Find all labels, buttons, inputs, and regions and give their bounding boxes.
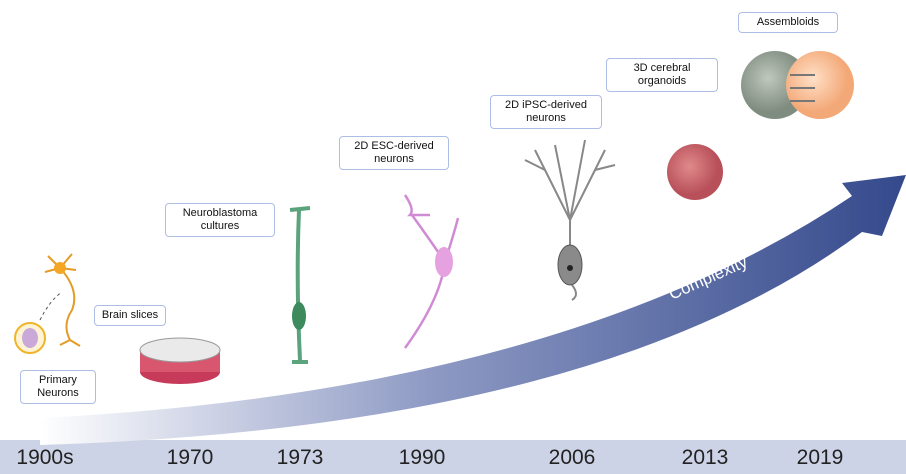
- neuroblastoma-cell: [290, 208, 310, 362]
- event-label: Neuroblastoma cultures: [165, 203, 275, 237]
- year-label: 1970: [167, 446, 214, 470]
- event-label: 2D ESC-derived neurons: [339, 136, 449, 170]
- year-label: 1973: [277, 446, 324, 470]
- event-label: 2D iPSC-derived neurons: [490, 95, 602, 129]
- event-label: 3D cerebral organoids: [606, 58, 718, 92]
- year-label: 2006: [549, 446, 596, 470]
- soma: [54, 262, 66, 274]
- year-band: [0, 440, 906, 474]
- timeline-diagram: Complexity Primary Neurons 1900s Brain sli…: [0, 0, 906, 474]
- event-label: Assembloids: [738, 12, 838, 33]
- brain: [22, 328, 38, 348]
- organoid: [667, 144, 723, 200]
- organoid-peach: [786, 51, 854, 119]
- dashed-arrow: [40, 292, 62, 320]
- year-label: 1900s: [16, 446, 73, 470]
- soma: [435, 247, 453, 277]
- illustration: Complexity: [0, 0, 906, 474]
- event-label: Primary Neurons: [20, 370, 96, 404]
- event-label: Brain slices: [94, 305, 166, 326]
- nucleus: [567, 265, 573, 271]
- nucleus: [292, 302, 306, 330]
- dish-lid: [140, 338, 220, 362]
- year-label: 2013: [682, 446, 729, 470]
- year-label: 2019: [797, 446, 844, 470]
- year-label: 1990: [399, 446, 446, 470]
